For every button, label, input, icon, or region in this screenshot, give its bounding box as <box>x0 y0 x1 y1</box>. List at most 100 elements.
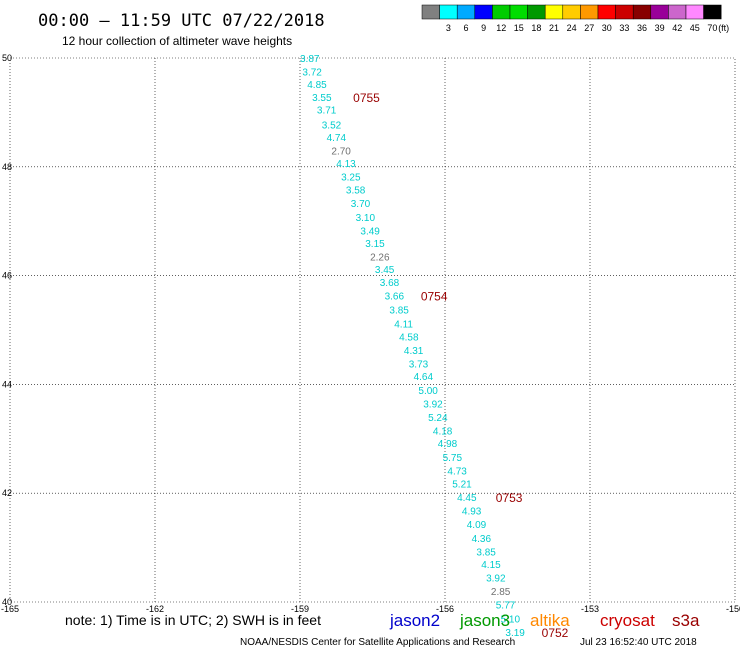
swh-point: 3.85 <box>476 547 496 558</box>
x-tick-label: -156 <box>436 604 454 614</box>
swh-point: 4.09 <box>467 520 487 531</box>
colorbar-label: 30 <box>602 23 612 33</box>
colorbar-label: 15 <box>514 23 524 33</box>
colorbar-swatch <box>474 4 493 20</box>
plot-area: -165 -162 -159 -156 -153 -150 40 42 44 46 48 50 3.… <box>1 53 740 640</box>
colorbar-label: 6 <box>463 23 468 33</box>
grid-lines <box>10 58 735 602</box>
x-tick-label: -159 <box>291 604 309 614</box>
swh-point: 3.58 <box>346 186 366 197</box>
swh-point: 3.66 <box>385 292 405 303</box>
colorbar-label: 24 <box>567 23 577 33</box>
swh-point: 3.45 <box>375 265 395 276</box>
x-tick-label: -150 <box>726 604 740 614</box>
satellite-legend-jason3: jason3 <box>459 611 510 630</box>
swh-point: 4.98 <box>438 439 458 450</box>
colorbar-swatch <box>580 4 599 20</box>
colorbar-swatch <box>509 4 528 20</box>
x-tick-labels: -165 -162 -159 -156 -153 -150 <box>1 604 740 614</box>
swh-point: 3.70 <box>351 199 371 210</box>
x-tick-label: -162 <box>146 604 164 614</box>
colorbar-swatch <box>421 4 440 20</box>
swh-point: 5.24 <box>428 413 448 424</box>
time-label: 0753 <box>496 491 523 505</box>
satellite-legend-jason2: jason2 <box>389 611 440 630</box>
plot-frame <box>9 57 736 603</box>
colorbar-swatch <box>685 4 704 20</box>
colorbar-swatch <box>439 4 458 20</box>
swh-point: 5.75 <box>443 453 463 464</box>
swh-point: 4.93 <box>462 507 482 518</box>
x-tick-label: -153 <box>581 604 599 614</box>
colorbar-label: 27 <box>584 23 594 33</box>
colorbar-label: 70 <box>707 23 717 33</box>
swh-point: 3.49 <box>360 226 380 237</box>
y-tick-label: 48 <box>2 162 12 172</box>
time-label: 0754 <box>421 290 448 304</box>
colorbar-swatch <box>615 4 634 20</box>
y-tick-label: 42 <box>2 488 12 498</box>
swh-point: 2.26 <box>370 253 390 264</box>
swh-point: 3.25 <box>341 173 361 184</box>
swh-point: 5.77 <box>496 601 516 612</box>
y-tick-label: 40 <box>2 597 12 607</box>
timestamp-text: Jul 23 16:52:40 UTC 2018 <box>580 637 697 648</box>
colorbar-swatch <box>703 4 722 20</box>
colorbar-swatch <box>456 4 476 20</box>
colorbar-label: 12 <box>496 23 506 33</box>
y-tick-label: 46 <box>2 271 12 281</box>
swh-point: 3.55 <box>312 93 332 104</box>
satellite-legend-cryosat: cryosat <box>600 611 655 630</box>
swh-point: 3.10 <box>356 213 376 224</box>
swh-point: 4.31 <box>404 346 424 357</box>
swh-point: 3.72 <box>302 68 322 79</box>
colorbar-swatch <box>527 4 546 20</box>
swh-point: 2.70 <box>331 146 351 157</box>
swh-point: 4.11 <box>394 319 413 330</box>
swh-point: 3.73 <box>409 360 429 371</box>
colorbar-swatch <box>492 4 511 20</box>
swh-point: 2.85 <box>491 587 511 598</box>
satellite-legend-s3a: s3a <box>672 611 700 630</box>
satellite-legend-altika: altika <box>530 611 570 630</box>
colorbar-label: 45 <box>690 23 700 33</box>
swh-point: 3.85 <box>389 305 409 316</box>
swh-point: 4.13 <box>336 159 356 170</box>
time-label: 0755 <box>353 91 380 105</box>
swh-point: 4.58 <box>399 333 419 344</box>
colorbar-swatch <box>650 4 669 20</box>
credit-text: NOAA/NESDIS Center for Satellite Applica… <box>240 637 515 648</box>
swh-point: 4.15 <box>481 560 501 571</box>
colorbar-label: 36 <box>637 23 647 33</box>
satellite-legend: jason2 jason3 altika cryosat s3a <box>389 611 700 630</box>
swh-point: 5.10 <box>501 614 521 625</box>
colorbar-unit: (ft) <box>718 23 729 33</box>
colorbar-label: 39 <box>655 23 665 33</box>
colorbar-label: 42 <box>672 23 682 33</box>
swh-point: 3.92 <box>486 574 506 585</box>
colorbar-swatch <box>597 4 616 20</box>
swh-point: 4.64 <box>414 372 434 383</box>
time-labels: 0755 0754 0753 0752 <box>353 91 569 640</box>
swh-point: 3.71 <box>317 106 337 117</box>
time-label: 0752 <box>542 626 569 640</box>
swh-point: 4.74 <box>327 133 347 144</box>
swh-points: 3.87 3.724.85 3.55 3.71 3.52 4.74 2.70 4.13 3.25… <box>300 54 525 639</box>
colorbar-swatch <box>562 4 581 20</box>
swh-point: 5.00 <box>418 386 438 397</box>
swh-point: 4.85 <box>307 80 327 91</box>
swh-point: 4.73 <box>447 466 467 477</box>
swh-point: 5.21 <box>452 479 472 490</box>
swh-point: 3.68 <box>380 278 400 289</box>
swh-point: 4.36 <box>472 534 492 545</box>
colorbar-label: 3 <box>446 23 451 33</box>
colorbar-label: 18 <box>531 23 541 33</box>
y-tick-labels: 40 42 44 46 48 50 <box>2 53 12 607</box>
swh-point: 3.19 <box>505 628 525 639</box>
swh-point: 3.92 <box>423 399 443 410</box>
x-tick-label: -165 <box>1 604 19 614</box>
swh-point: 3.15 <box>365 239 385 250</box>
swh-point: 3.52 <box>322 120 342 131</box>
swh-point: 4.18 <box>433 427 453 438</box>
